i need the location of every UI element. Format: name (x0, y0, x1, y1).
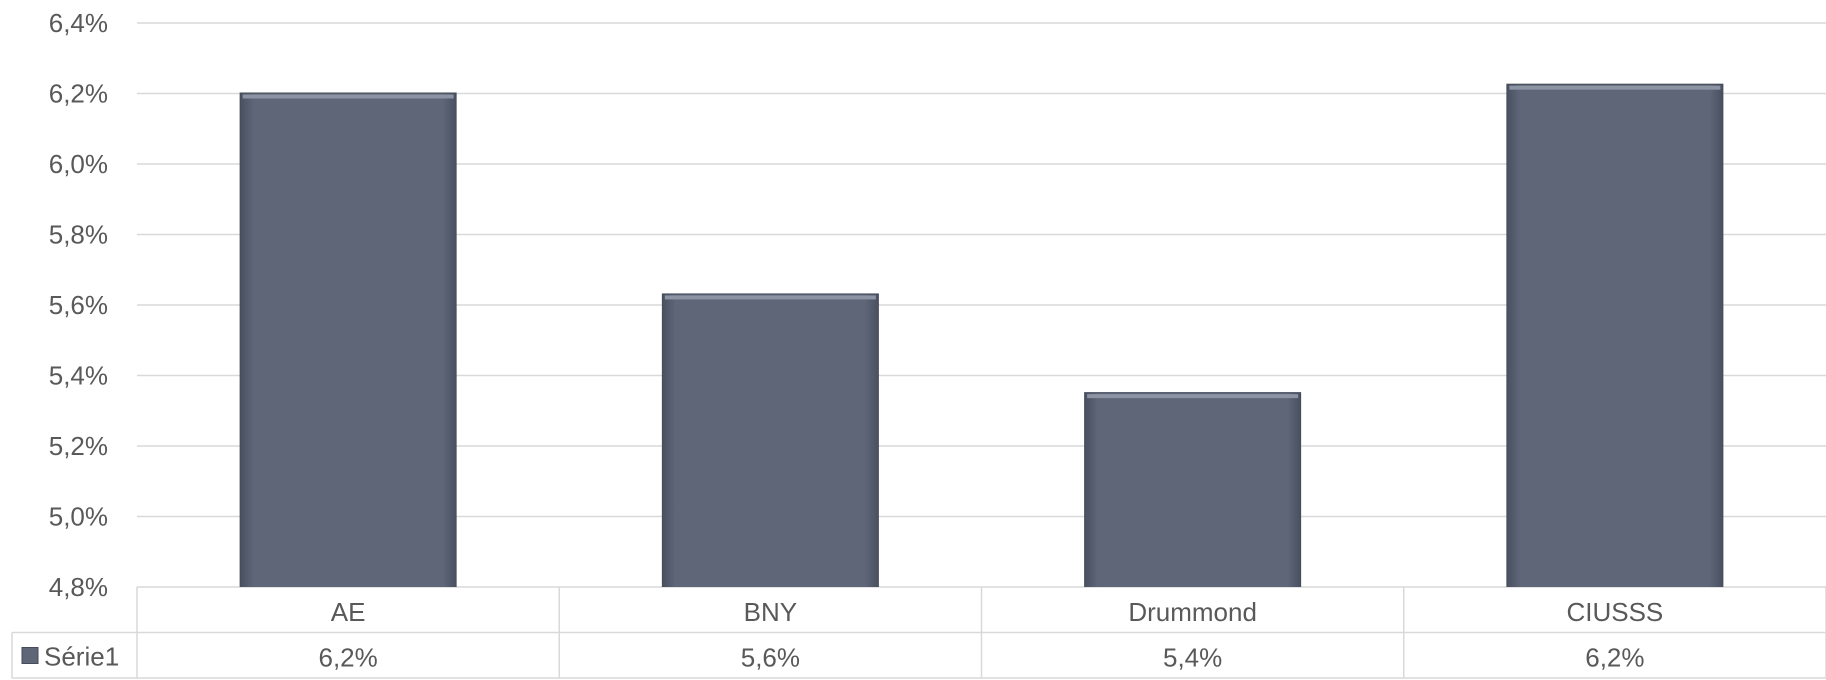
bar-highlight (1087, 394, 1299, 399)
y-tick-label: 6,0% (49, 149, 108, 179)
bar (1085, 393, 1301, 587)
data-table: AE BNY Drummond CIUSSS Série1 6,2% 5,6% 5,4% 6,2… (11, 587, 1826, 679)
y-axis: 4,8% 5,0% 5,2% 5,4% 5,6% 5,8% 6,0% 6,2% 6,4% (49, 8, 108, 602)
category-label: AE (331, 597, 366, 627)
category-label: BNY (744, 597, 797, 627)
category-label: Drummond (1128, 597, 1257, 627)
bar-highlight (664, 295, 876, 300)
y-tick-label: 5,2% (49, 431, 108, 461)
bar-drummond (1084, 392, 1302, 587)
bar-ae (239, 92, 457, 587)
y-tick-label: 6,2% (49, 79, 108, 109)
bar-ciusss (1506, 83, 1724, 587)
bar-bny (661, 293, 879, 587)
y-tick-label: 5,4% (49, 361, 108, 391)
data-label: 5,6% (741, 643, 800, 673)
bar (240, 93, 456, 587)
data-label: 6,2% (1585, 643, 1644, 673)
data-label: 6,2% (318, 643, 377, 673)
legend-swatch (21, 647, 39, 664)
bar (662, 294, 878, 587)
data-label: 5,4% (1163, 643, 1222, 673)
y-tick-label: 4,8% (49, 572, 108, 602)
category-label: CIUSSS (1566, 597, 1663, 627)
y-tick-label: 5,0% (49, 502, 108, 532)
y-tick-label: 6,4% (49, 8, 108, 38)
bar-highlight (242, 94, 454, 99)
bars (239, 83, 1724, 587)
y-tick-label: 5,8% (49, 220, 108, 250)
bar-highlight (1509, 85, 1721, 90)
y-tick-label: 5,6% (49, 290, 108, 320)
bar (1507, 84, 1723, 587)
series-name: Série1 (44, 642, 119, 672)
